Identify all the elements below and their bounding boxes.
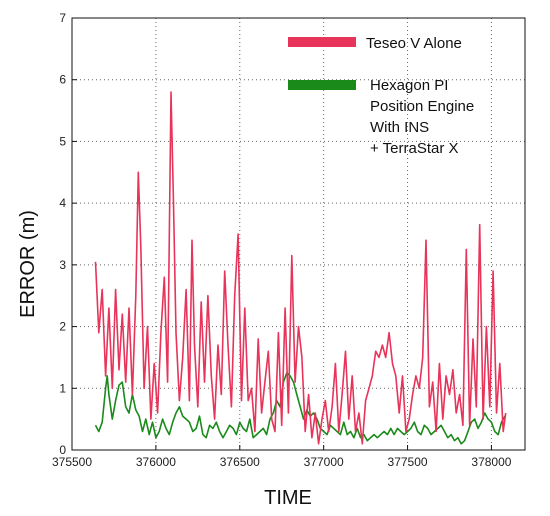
y-tick-label: 7	[59, 11, 66, 25]
legend-label-hexagon: Hexagon PI Position Engine With INS + Terra…	[370, 77, 474, 157]
y-axis-label: ERROR (m)	[17, 210, 39, 318]
legend-label-teseo: Teseo V Alone	[366, 35, 462, 52]
series-lines	[94, 91, 507, 445]
legend-swatch-teseo	[288, 37, 356, 47]
y-tick-label: 1	[59, 381, 66, 395]
x-tick-label: 376000	[136, 455, 176, 469]
y-tick-label: 6	[59, 73, 66, 87]
x-axis-ticks: 375500 376000 376500 377000 377500 378000	[52, 445, 512, 469]
y-tick-label: 0	[59, 443, 66, 457]
x-tick-label: 377500	[388, 455, 428, 469]
legend-label-line: Position Engine	[370, 98, 474, 115]
legend-label-line: Hexagon PI	[370, 77, 448, 94]
y-axis-ticks: 0 1 2 3 4 5 6 7	[59, 11, 77, 457]
x-tick-label: 378000	[471, 455, 511, 469]
legend-label-line: With INS	[370, 119, 429, 136]
x-axis-label: TIME	[264, 487, 312, 509]
x-tick-label: 377000	[304, 455, 344, 469]
y-tick-label: 4	[59, 196, 66, 210]
series-line-teseo	[94, 91, 507, 445]
legend-label-line: + TerraStar X	[370, 140, 459, 157]
x-tick-label: 376500	[220, 455, 260, 469]
x-tick-label: 375500	[52, 455, 92, 469]
y-tick-label: 5	[59, 134, 66, 148]
y-tick-label: 3	[59, 258, 66, 272]
legend-swatch-hexagon	[288, 80, 356, 90]
plot-frame	[71, 17, 526, 451]
y-tick-label: 2	[59, 320, 66, 334]
legend: Teseo V Alone Hexagon PI Position Engine W…	[288, 35, 474, 157]
